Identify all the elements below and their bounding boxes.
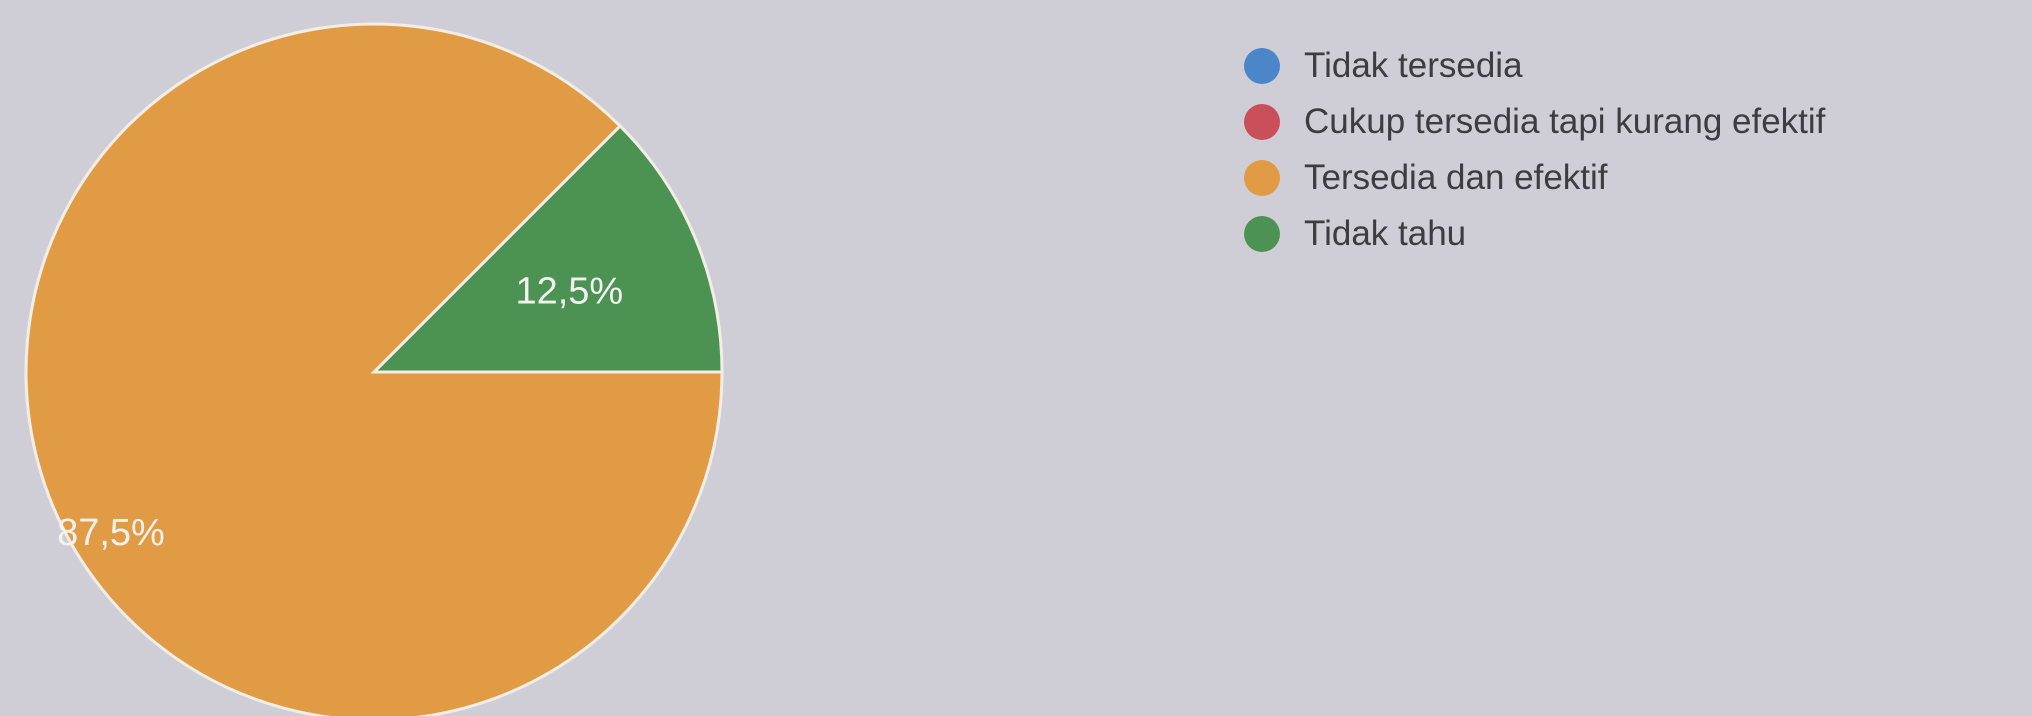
legend-item-tidak-tahu[interactable]: Tidak tahu <box>1244 206 1825 262</box>
legend-item-cukup-tersedia[interactable]: Cukup tersedia tapi kurang efektif <box>1244 94 1825 150</box>
slice-label-tidak-tahu: 12,5% <box>515 270 623 312</box>
pie-slice-tersedia-dan-efektif <box>24 22 724 716</box>
legend-swatch-cukup-tersedia <box>1244 104 1280 140</box>
legend-label-tersedia-dan-efektif: Tersedia dan efektif <box>1304 158 1608 197</box>
legend-swatch-tidak-tersedia <box>1244 48 1280 84</box>
legend-label-cukup-tersedia: Cukup tersedia tapi kurang efektif <box>1304 102 1826 141</box>
pie-slice-tidak-tahu <box>370 123 724 374</box>
chart-legend: Tidak tersedia Cukup tersedia tapi kuran… <box>1244 38 1825 262</box>
legend-item-tidak-tersedia[interactable]: Tidak tersedia <box>1244 38 1825 94</box>
legend-label-tidak-tahu: Tidak tahu <box>1304 214 1467 253</box>
legend-swatch-tersedia-dan-efektif <box>1244 160 1280 196</box>
legend-label-tidak-tersedia: Tidak tersedia <box>1304 46 1523 85</box>
legend-swatch-tidak-tahu <box>1244 216 1280 252</box>
pie-chart-svg: 12,5% 87,5% <box>24 22 724 716</box>
slice-label-tersedia-dan-efektif: 87,5% <box>57 512 165 554</box>
legend-item-tersedia-dan-efektif[interactable]: Tersedia dan efektif <box>1244 150 1825 206</box>
